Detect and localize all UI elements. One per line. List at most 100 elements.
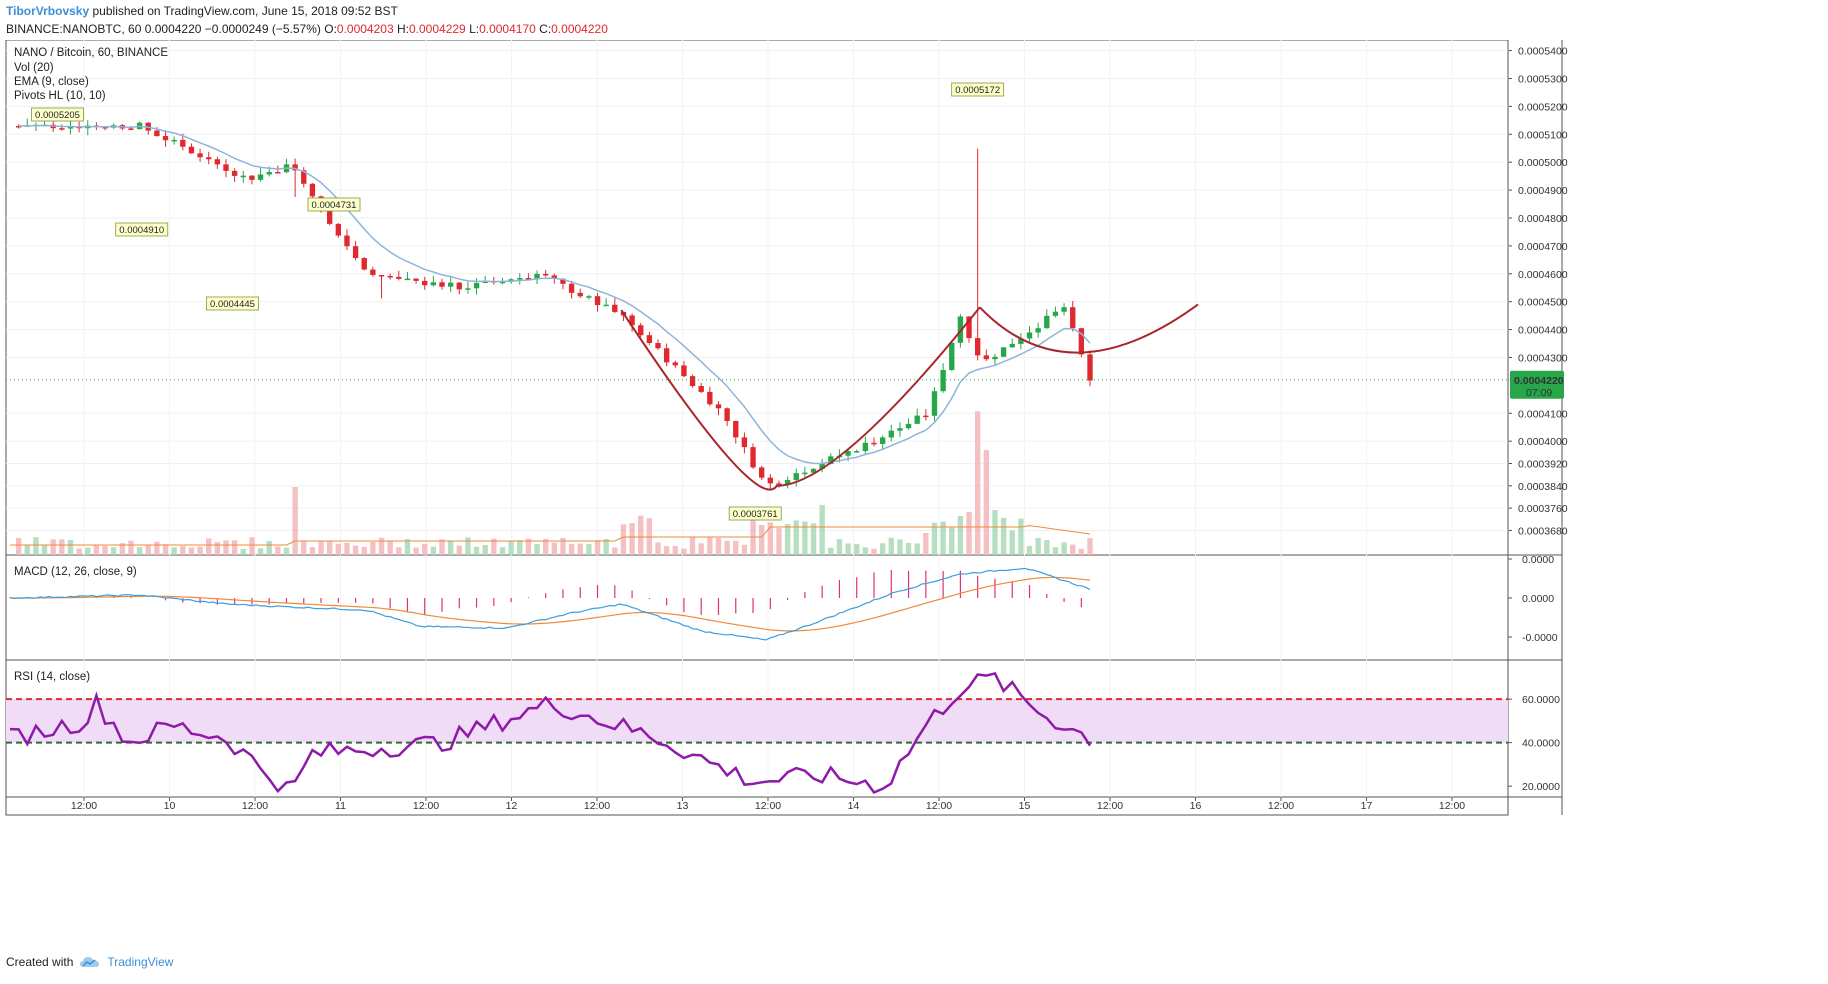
last-price-badge: [1510, 370, 1564, 399]
candle-body: [1009, 343, 1015, 348]
candle-body: [525, 278, 532, 280]
volume-bar: [940, 521, 946, 555]
candle-body: [854, 451, 860, 453]
candle-body: [335, 223, 341, 236]
time-tick-label: 12:00: [755, 800, 781, 812]
volume-bar: [352, 545, 359, 555]
volume-bar: [741, 544, 748, 555]
vol-indicator-label: Vol (20): [14, 62, 54, 74]
candle-body: [482, 280, 488, 284]
candle-body: [128, 128, 134, 130]
volume-bar: [171, 547, 177, 555]
candle-body: [1018, 338, 1024, 344]
candle-body: [983, 355, 989, 360]
tradingview-brand-link[interactable]: TradingView: [107, 955, 174, 969]
candle-body: [568, 283, 575, 293]
volume-bar: [862, 547, 869, 555]
pane-labels: NANO / Bitcoin, 60, BINANCE Vol (20) EMA (…: [14, 47, 168, 683]
candle-body: [223, 164, 229, 171]
volume-bar: [430, 546, 437, 555]
volume-bar: [1035, 537, 1041, 555]
candle-body: [1070, 307, 1076, 329]
candle-body: [681, 365, 687, 377]
author-link[interactable]: TiborVrbovsky: [6, 4, 90, 18]
pivot-label: 0.0004910: [119, 225, 164, 236]
price-tick-label: 0.0004700: [1518, 241, 1568, 253]
candle-body: [819, 463, 825, 469]
volume-bar: [551, 542, 557, 555]
volume-bar: [966, 511, 972, 555]
pivot-labels: 0.0005205 0.0004910 0.0004445 0.0004731 0.00…: [31, 82, 1005, 521]
cup-curve-right: [979, 303, 1199, 354]
volume-bar: [1078, 548, 1085, 555]
candle-body: [638, 325, 644, 336]
footer: Created with TradingView: [6, 955, 173, 969]
candle-body: [784, 479, 791, 484]
candle-body: [1052, 311, 1059, 316]
candle-body: [646, 335, 653, 343]
candle-body: [629, 315, 635, 326]
last-price-value: 0.0004220: [1514, 375, 1564, 387]
candle-body: [378, 275, 385, 277]
candle-body: [249, 175, 255, 180]
volume-bar: [396, 547, 402, 555]
volume-bar: [387, 541, 393, 555]
volume-bar: [465, 537, 471, 555]
time-tick-label: 16: [1190, 800, 1202, 812]
volume-bar: [275, 546, 281, 555]
price-tick-label: 0.0004600: [1518, 269, 1568, 281]
ema-indicator-label: EMA (9, close): [14, 76, 89, 88]
candle-body: [741, 437, 748, 448]
volume-bar: [33, 537, 39, 555]
candle-body: [447, 282, 454, 287]
volume-bar: [810, 523, 817, 555]
volume-bar: [240, 548, 246, 555]
volume-bar: [750, 515, 756, 555]
volume-bar: [698, 543, 704, 555]
candle-body: [309, 183, 316, 197]
volume-bar: [655, 542, 661, 555]
time-tick-label: 11: [335, 800, 346, 812]
high-value: 0.0004229: [408, 22, 466, 36]
symbol-label: BINANCE:NANOBTC, 60: [6, 22, 142, 36]
bar-countdown: 07:09: [1526, 387, 1552, 399]
volume-bar: [508, 541, 514, 555]
price-tick-label: 0.0004400: [1518, 325, 1568, 337]
candle-body: [59, 128, 65, 130]
volume-bar: [154, 541, 160, 555]
price-tick-label: 0.0004100: [1518, 408, 1568, 420]
chart-area[interactable]: 0.0005400 0.0005300 0.0005200 0.0005100 0.00…: [0, 40, 1828, 940]
volume-bar: [422, 543, 428, 555]
time-tick-label: 10: [164, 800, 176, 812]
candle-body: [206, 157, 212, 160]
volume-bar: [802, 521, 808, 555]
volume-bar: [914, 543, 920, 555]
pivot-label: 0.0004445: [210, 299, 255, 310]
volume-bar: [197, 546, 203, 555]
pivot-label: 0.0005205: [35, 110, 80, 121]
volume-bar: [845, 543, 851, 555]
price-tick-label: 0.0005000: [1518, 157, 1568, 169]
candle-body: [473, 283, 480, 289]
volume-bar: [361, 546, 367, 555]
candle-body: [871, 442, 877, 445]
main-pane-title: NANO / Bitcoin, 60, BINANCE: [14, 47, 168, 59]
price-tick-label: 0.0004500: [1518, 297, 1568, 309]
candle-body: [845, 451, 851, 456]
volume-bar: [206, 538, 212, 555]
open-value: 0.0004203: [336, 22, 394, 36]
candle-body: [776, 483, 782, 485]
candle-body: [1087, 354, 1093, 381]
volume-bar: [50, 539, 56, 555]
candle-body: [361, 258, 367, 270]
volume-bar: [1009, 530, 1015, 555]
time-tick-label: 12:00: [413, 800, 439, 812]
volume-bar: [413, 547, 419, 555]
axes: 0.0005400 0.0005300 0.0005200 0.0005100 0.00…: [71, 46, 1568, 812]
candle-body: [862, 442, 869, 452]
volume-bar: [318, 540, 324, 555]
volume-bar: [67, 540, 74, 555]
macd-pane: [9, 567, 1091, 641]
candle-body: [793, 473, 799, 480]
volume-bar: [931, 522, 938, 555]
